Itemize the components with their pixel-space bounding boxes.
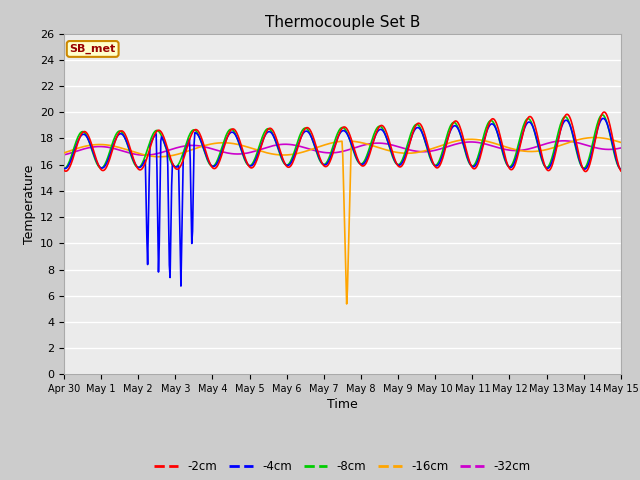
-32cm <box>127 151 135 156</box>
Text: SB_met: SB_met <box>70 44 116 54</box>
-16cm <box>428 146 435 152</box>
-8cm <box>426 156 434 161</box>
-16cm <box>127 148 135 154</box>
-8cm <box>127 154 135 159</box>
-8cm <box>617 166 625 172</box>
-4cm <box>428 156 435 162</box>
-32cm <box>411 148 419 154</box>
-4cm <box>617 167 625 172</box>
-2cm <box>410 127 418 132</box>
-2cm <box>184 142 192 148</box>
-2cm <box>582 168 590 174</box>
-8cm <box>598 112 606 118</box>
-2cm <box>601 109 609 115</box>
-8cm <box>70 145 78 151</box>
-4cm <box>177 283 185 289</box>
-16cm <box>214 140 221 146</box>
-16cm <box>60 150 68 156</box>
-32cm <box>428 148 435 154</box>
-4cm <box>214 158 222 164</box>
-32cm <box>141 152 148 158</box>
-16cm <box>184 148 192 154</box>
-4cm <box>599 116 607 121</box>
Y-axis label: Temperature: Temperature <box>23 164 36 244</box>
Line: -8cm: -8cm <box>64 115 621 169</box>
-2cm <box>60 168 68 173</box>
Legend: -2cm, -4cm, -8cm, -16cm, -32cm: -2cm, -4cm, -8cm, -16cm, -32cm <box>150 455 535 478</box>
-32cm <box>559 138 567 144</box>
-2cm <box>426 152 434 157</box>
-32cm <box>70 149 78 155</box>
-32cm <box>617 145 625 151</box>
-8cm <box>60 166 68 171</box>
-8cm <box>410 123 418 129</box>
-16cm <box>591 135 598 141</box>
-2cm <box>70 152 78 158</box>
-4cm <box>411 127 419 132</box>
-2cm <box>214 163 221 169</box>
-8cm <box>214 157 221 163</box>
-16cm <box>411 150 419 156</box>
Line: -2cm: -2cm <box>64 112 621 171</box>
Title: Thermocouple Set B: Thermocouple Set B <box>265 15 420 30</box>
-16cm <box>617 140 625 145</box>
-4cm <box>70 149 78 155</box>
-16cm <box>70 146 78 152</box>
-8cm <box>184 136 192 142</box>
-4cm <box>127 152 135 158</box>
Line: -4cm: -4cm <box>64 119 621 286</box>
-16cm <box>343 301 351 307</box>
-4cm <box>185 138 193 144</box>
Line: -16cm: -16cm <box>64 138 621 304</box>
-4cm <box>60 166 68 171</box>
-2cm <box>617 168 625 174</box>
X-axis label: Time: Time <box>327 398 358 411</box>
-32cm <box>60 152 68 158</box>
Line: -32cm: -32cm <box>64 141 621 155</box>
-32cm <box>185 143 193 148</box>
-32cm <box>214 148 222 154</box>
-2cm <box>127 149 135 155</box>
